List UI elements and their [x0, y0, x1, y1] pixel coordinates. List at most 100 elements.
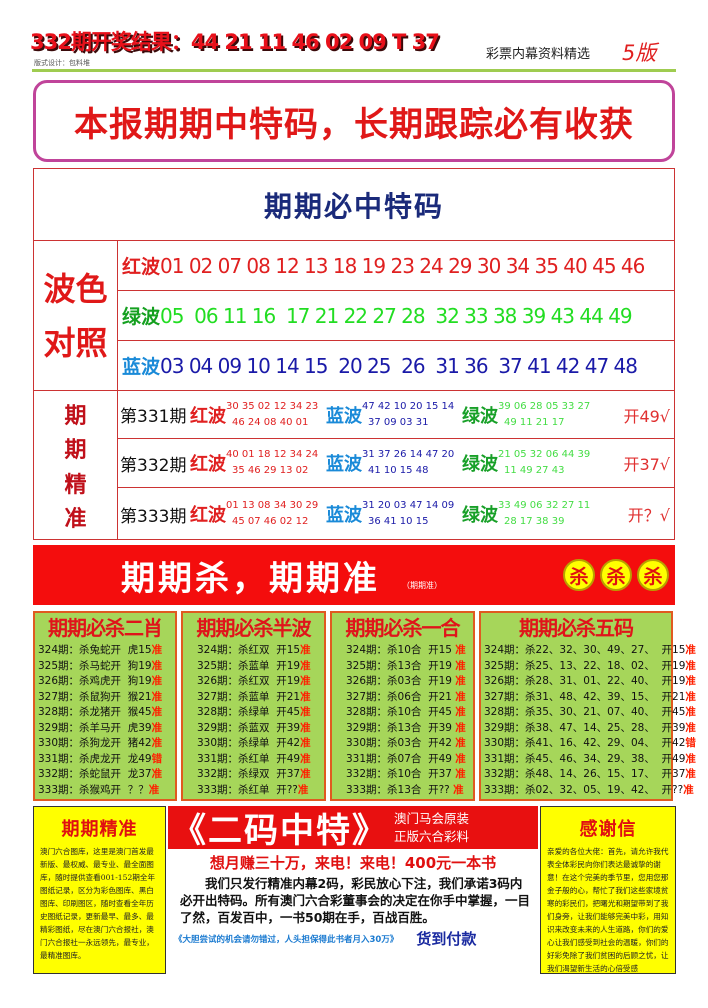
wave-name: 红波 — [190, 505, 226, 526]
kill-text: 杀35、30、21、07、40、 开45 — [525, 706, 686, 718]
period-result: 开？√ — [627, 506, 670, 525]
kill-text: 杀羊马开 虎39 — [79, 721, 152, 734]
kill-period: 328期： — [484, 706, 526, 718]
kill-result-mark: 准 — [455, 675, 466, 687]
kill-text: 杀虎龙开 龙49 — [79, 752, 152, 765]
kill-result-mark: 准 — [685, 675, 696, 687]
kill-period: 328期： — [197, 706, 239, 718]
kill-period: 326期： — [38, 675, 80, 687]
kill-row: 326期：杀03合 开19 准 — [332, 674, 473, 690]
kill-period: 333期： — [346, 783, 388, 796]
wave-label-line: 波色 — [43, 269, 108, 308]
wave-picks: 47 42 10 20 15 14 37 09 03 31 — [362, 399, 462, 431]
kill-row: 329期：杀羊马开 虎39准 — [35, 721, 175, 737]
headline-banner: 本报期期中特码，长期跟踪必有收获 — [33, 80, 675, 162]
pick-line: 41 10 15 48 — [368, 465, 429, 476]
kill-period: 324期： — [197, 644, 239, 656]
kill-row: 327期：杀06合 开21 准 — [332, 690, 473, 706]
kill-period: 325期： — [38, 659, 80, 672]
kill-result-mark: 准 — [151, 737, 163, 749]
kill-text: 杀马蛇开 狗19 — [79, 659, 152, 672]
kill-text: 杀25、13、22、18、02、 开19 — [525, 659, 686, 672]
kill-row: 328期：杀龙猪开 猴45准 — [35, 705, 175, 721]
kill-result-mark: 准 — [683, 783, 694, 796]
kill-period: 333期： — [38, 783, 80, 796]
kill-result-mark: 准 — [300, 752, 311, 765]
kill-text: 杀48、14、26、15、17、 开37 — [525, 768, 686, 780]
two-code-body: 我们只发行精准内幕2码，彩民放心下注，我们承诺3码内必开出特码。所有澳门六合彩董… — [180, 876, 531, 925]
wave-numbers: 05 06 11 16 17 21 22 27 28 32 33 38 39 4… — [160, 303, 633, 328]
wave-name: 蓝波 — [326, 405, 362, 427]
pick-line: 01 13 08 34 30 29 — [226, 500, 319, 511]
wave-label-line: 对照 — [43, 323, 108, 362]
kill-period: 326期： — [197, 675, 239, 687]
thank-you-text: 亲爱的各位大佬：首先，请允许我代表全体彩民向你们表达最诚挚的谢意！在这个完美的季… — [547, 847, 669, 973]
pick-line: 45 07 46 02 12 — [232, 516, 309, 527]
two-code-side-line: 澳门马会原装 — [394, 810, 470, 826]
kill-period: 331期： — [38, 752, 80, 765]
pick-line: 35 46 29 13 02 — [232, 465, 309, 476]
kill-result-mark: 准 — [455, 690, 466, 703]
kill-balls: 杀 杀 杀 — [558, 559, 669, 591]
precise-label: 期 期 精 准 — [34, 391, 118, 540]
kill-text: 杀22、32、30、49、27、 开15 — [525, 644, 686, 656]
kill-row: 325期：杀13合 开19 准 — [332, 659, 473, 675]
kill-text: 杀绿双 开37 — [238, 768, 301, 780]
precise-label-char: 期 — [64, 438, 87, 464]
kill-result-mark: 准 — [455, 721, 466, 734]
period-row: 第333期 红波 01 13 08 34 30 29 45 07 46 02 12 蓝波… — [118, 488, 674, 540]
kill-result-mark: 准 — [151, 690, 163, 703]
kill-period: 330期： — [38, 737, 80, 749]
kill-text: 杀猴鸡开 ？？ — [79, 783, 149, 796]
period-row: 第332期 红波 40 01 18 12 34 24 35 46 29 13 02 蓝波… — [118, 439, 674, 488]
kill-period: 332期： — [346, 768, 388, 780]
kill-text: 杀13合 开39 — [387, 721, 456, 734]
wave-row: 红波 01 02 07 08 12 13 18 19 23 24 29 30 34… — [118, 241, 674, 291]
kill-table: 期期必杀半波 324期：杀红双 开15准 325期：杀蓝单 开19准 326期：杀红双… — [181, 611, 326, 801]
kill-text: 杀07合 开49 — [387, 752, 456, 765]
kill-period: 329期： — [484, 721, 526, 734]
kill-result-mark: 准 — [300, 721, 311, 734]
kill-period: 331期： — [484, 752, 526, 765]
wave-picks: 33 49 06 32 27 11 28 17 38 39 — [498, 498, 598, 530]
kill-result-mark: 准 — [300, 675, 311, 687]
period-number: 第332期 — [120, 455, 187, 476]
publication-subtitle: 彩票内幕资料精选 — [486, 47, 591, 62]
kill-result-mark: 准 — [300, 768, 311, 780]
kill-period: 325期： — [484, 659, 526, 672]
kill-row: 332期：杀10合 开37 准 — [332, 767, 473, 783]
wave-numbers: 03 04 09 10 14 15 20 25 26 31 36 37 41 4… — [160, 353, 638, 378]
pick-line: 31 37 26 14 47 20 — [362, 449, 455, 460]
kill-row: 327期：杀蓝单 开21准 — [183, 690, 324, 706]
kill-text: 杀02、32、05、19、42、 开?? — [525, 783, 684, 796]
kill-text: 杀绿单 开42 — [238, 737, 301, 749]
kill-row: 324期：杀22、32、30、49、27、 开15准 — [481, 643, 696, 659]
wave-name: 绿波 — [462, 454, 498, 475]
kill-period: 332期： — [197, 768, 239, 780]
kill-text: 杀红双 开15 — [238, 644, 301, 656]
kill-banner: 期期杀，期期准 （期期准） 杀 杀 杀 — [33, 545, 675, 605]
two-code-title: 《二码中特》 — [172, 811, 388, 851]
kill-row: 329期：杀38、47、14、25、28、 开39准 — [481, 721, 696, 737]
kill-text: 杀28、31、01、22、40、 开19 — [525, 675, 686, 687]
special-code-table: 期期必中特码 波色 对照 红波 01 02 07 08 12 13 18 19 2… — [33, 168, 675, 540]
period-result: 开37√ — [623, 455, 670, 474]
kill-row: 330期：杀41、16、42、29、04、 开42错 — [481, 736, 696, 752]
pick-line: 11 49 27 43 — [504, 465, 565, 476]
kill-result-mark: 准 — [455, 768, 466, 780]
kill-result-mark: 准 — [300, 644, 311, 656]
precise-info-title: 期期精准 — [61, 819, 138, 840]
kill-ball-icon: 杀 — [563, 559, 595, 591]
kill-period: 327期： — [197, 690, 239, 703]
kill-period: 327期： — [346, 690, 388, 703]
kill-text: 杀10合 开15 — [387, 644, 456, 656]
precise-label-char: 准 — [64, 506, 87, 532]
kill-text: 杀06合 开21 — [387, 690, 456, 703]
pick-line: 33 49 06 32 27 11 — [498, 500, 591, 511]
kill-row: 331期：杀45、46、34、29、38、 开49准 — [481, 752, 696, 768]
kill-period: 330期： — [484, 737, 526, 749]
kill-row: 333期：杀02、32、05、19、42、 开??准 — [481, 783, 694, 799]
period-number: 第333期 — [120, 506, 187, 527]
kill-period: 324期： — [484, 644, 526, 656]
cash-on-delivery-label: 货到付款 — [416, 930, 477, 948]
